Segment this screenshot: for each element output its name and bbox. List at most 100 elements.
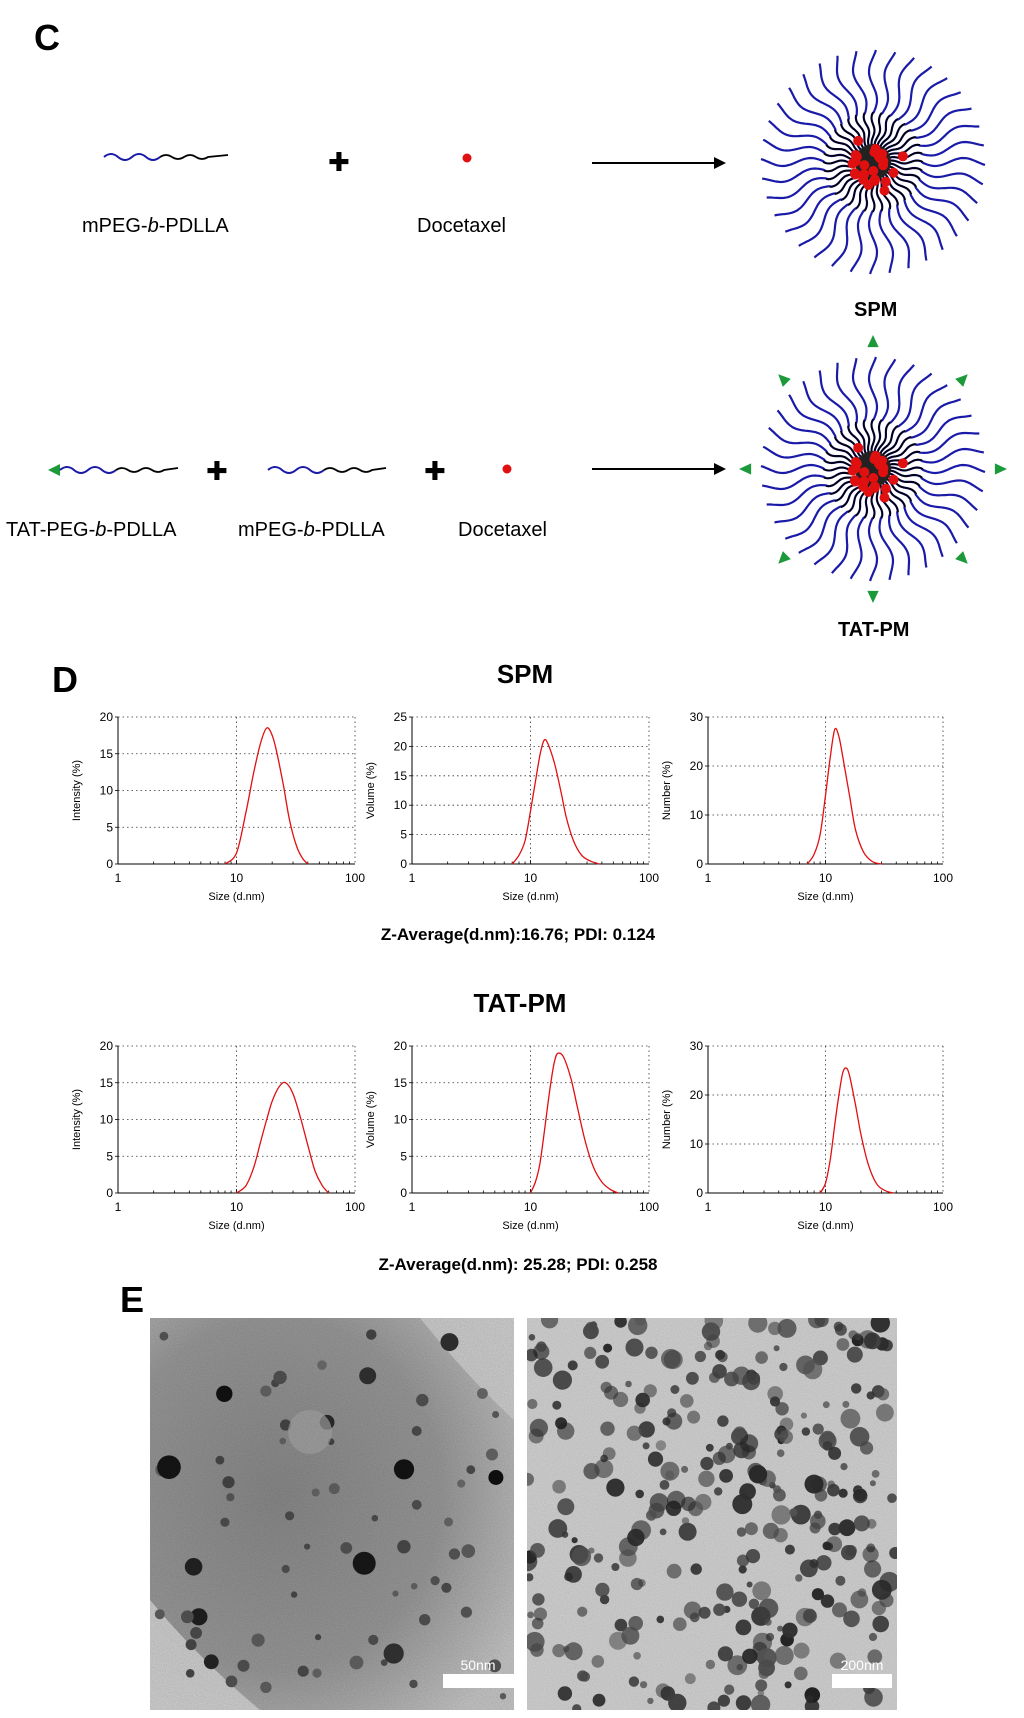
mpeg-chain-peg-segment xyxy=(103,153,161,161)
pdlla-strand xyxy=(886,162,923,172)
mpeg-chain-pdlla-segment xyxy=(159,154,229,160)
pdlla-strand xyxy=(881,478,906,508)
x-tick-label: 100 xyxy=(933,1200,953,1214)
tat-pm-section-title: TAT-PM xyxy=(474,988,567,1018)
docetaxel-dot xyxy=(859,476,870,487)
y-tick-label: 15 xyxy=(100,747,114,761)
mpeg-b-pdlla-label: mPEG-b-PDLLA xyxy=(238,519,385,541)
y-axis-label: Volume (%) xyxy=(365,1091,377,1148)
pdlla-strand xyxy=(847,118,867,151)
y-tick-label: 20 xyxy=(100,710,114,724)
tat-triangle-icon xyxy=(778,374,791,387)
docetaxel-dot xyxy=(502,464,512,474)
reaction-arrowhead-2 xyxy=(714,463,726,475)
docetaxel-dot xyxy=(869,147,880,158)
y-tick-label: 5 xyxy=(106,1149,113,1163)
y-tick-label: 0 xyxy=(106,1186,113,1200)
y-tick-label: 0 xyxy=(696,1186,703,1200)
y-tick-label: 10 xyxy=(100,784,114,798)
docetaxel-dot xyxy=(851,458,862,469)
dls-chart: 0 5 10 15 20 25 1 10 100 Size (d.nm) Volume (%) xyxy=(365,710,659,903)
tat-triangle-icon xyxy=(955,551,968,564)
docetaxel-dot xyxy=(859,169,870,180)
y-axis-label: Intensity (%) xyxy=(71,760,83,821)
tat-triangle-icon xyxy=(778,551,791,564)
x-axis-label: Size (d.nm) xyxy=(502,1220,558,1232)
pdlla-strand xyxy=(880,122,906,152)
spm-section-title: SPM xyxy=(497,659,553,689)
docetaxel-dot xyxy=(880,176,891,187)
scale-bar xyxy=(443,1674,514,1688)
x-tick-label: 100 xyxy=(639,1200,659,1214)
pdlla-strand xyxy=(881,171,906,201)
docetaxel-dot xyxy=(888,167,899,178)
x-tick-label: 100 xyxy=(933,871,953,885)
y-tick-label: 10 xyxy=(690,808,704,822)
scale-bar-label: 50nm xyxy=(460,1657,495,1673)
pdlla-strand xyxy=(882,436,912,461)
pdlla-strand xyxy=(873,112,883,149)
tat-triangle-icon xyxy=(867,335,879,348)
docetaxel-dot xyxy=(877,148,888,159)
pdlla-strand xyxy=(870,111,876,149)
mpeg-b-pdlla-label: mPEG-b-PDLLA xyxy=(82,215,229,237)
y-tick-label: 20 xyxy=(690,759,704,773)
row1-scheme: mPEG-b-PDLLA ✚ Docetaxel SPM xyxy=(82,49,986,321)
tat-chain-pdlla-segment xyxy=(115,467,179,473)
spm-micelle xyxy=(760,49,986,275)
y-axis-label: Number (%) xyxy=(661,761,673,820)
dls-chart: 0 10 20 30 1 10 100 Size (d.nm) Number (%) xyxy=(661,1039,953,1232)
scale-bar-label: 200nm xyxy=(841,1657,884,1673)
pdlla-strand xyxy=(882,129,912,154)
x-tick-label: 10 xyxy=(819,871,833,885)
tat-triangle-icon xyxy=(994,463,1007,475)
pdlla-strand xyxy=(847,425,867,458)
pdlla-strand xyxy=(870,418,876,456)
pdlla-strand xyxy=(855,115,869,150)
x-axis-label: Size (d.nm) xyxy=(797,891,853,903)
spm-label: SPM xyxy=(854,299,897,321)
docetaxel-dot xyxy=(462,153,472,163)
plus-icon: ✚ xyxy=(206,457,228,487)
row2-scheme: TAT-PEG-b-PDLLA ✚ mPEG-b-PDLLA ✚ Docetax… xyxy=(6,335,1007,641)
docetaxel-dot xyxy=(879,492,890,503)
y-tick-label: 15 xyxy=(394,1076,408,1090)
x-tick-label: 1 xyxy=(409,871,416,885)
size-distribution-line xyxy=(224,727,309,865)
docetaxel-dot xyxy=(869,454,880,465)
dls-chart: 0 10 20 30 1 10 100 Size (d.nm) Number (%) xyxy=(661,710,953,903)
pdlla-strand xyxy=(880,429,906,459)
docetaxel-dot xyxy=(879,185,890,196)
tat-pm-micelle xyxy=(739,335,1007,603)
x-tick-label: 10 xyxy=(524,1200,538,1214)
mpeg-chain-peg-segment xyxy=(267,466,325,474)
docetaxel-dot xyxy=(868,166,879,176)
pdlla-strand xyxy=(862,112,871,149)
plus-icon: ✚ xyxy=(424,457,446,487)
pdlla-strand xyxy=(886,469,923,479)
y-tick-label: 5 xyxy=(400,828,407,842)
plus-icon: ✚ xyxy=(328,148,350,178)
docetaxel-dot xyxy=(853,442,864,453)
dls-chart: 0 5 10 15 20 1 10 100 Size (d.nm) Volume (%) xyxy=(365,1039,659,1232)
docetaxel-dot xyxy=(868,473,879,483)
y-tick-label: 15 xyxy=(394,769,408,783)
pdlla-strand xyxy=(886,472,921,487)
scale-bar xyxy=(832,1674,892,1688)
size-distribution-line xyxy=(236,1081,330,1194)
x-tick-label: 1 xyxy=(115,1200,122,1214)
y-tick-label: 15 xyxy=(100,1076,114,1090)
x-tick-label: 10 xyxy=(524,871,538,885)
tat-triangle-icon xyxy=(955,374,968,387)
pdlla-strand xyxy=(876,114,891,149)
pdlla-strand xyxy=(876,421,891,456)
y-tick-label: 0 xyxy=(400,857,407,871)
pdlla-strand xyxy=(884,136,917,156)
pdlla-strand xyxy=(873,419,883,456)
pdlla-strand xyxy=(884,443,917,463)
y-tick-label: 0 xyxy=(400,1186,407,1200)
docetaxel-dot xyxy=(853,135,864,146)
y-tick-label: 30 xyxy=(690,710,704,724)
pdlla-strand xyxy=(840,430,865,460)
